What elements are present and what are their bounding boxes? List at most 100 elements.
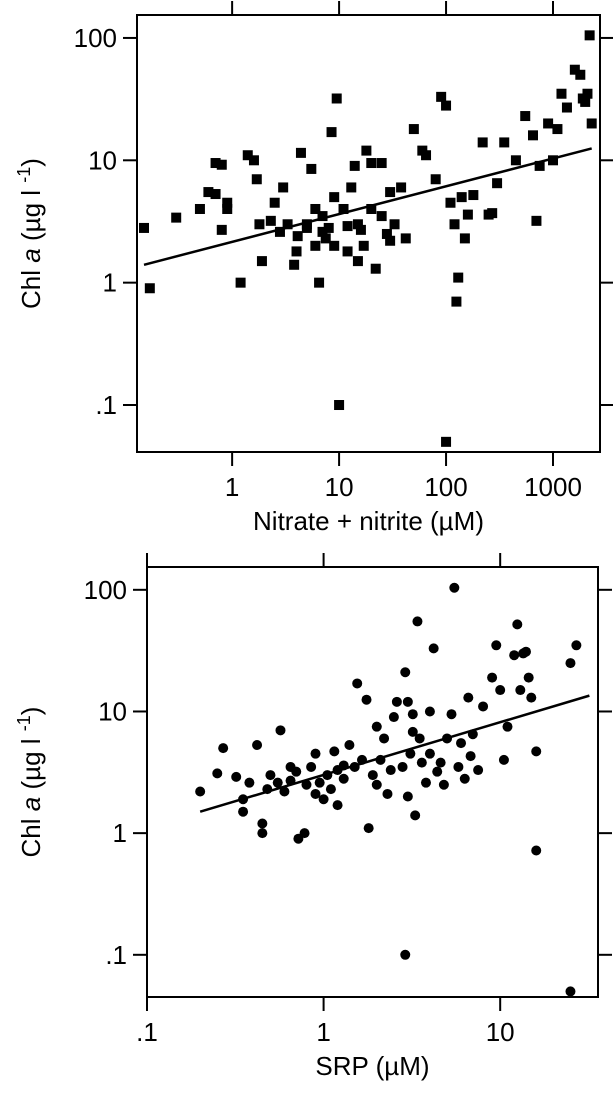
point: [534, 160, 545, 171]
point: [325, 784, 336, 795]
y-tick-label: 1: [113, 818, 127, 848]
point: [331, 93, 342, 104]
point: [320, 233, 331, 244]
point: [248, 155, 259, 166]
point: [306, 761, 317, 772]
point: [252, 740, 263, 751]
point: [416, 757, 427, 768]
point: [332, 800, 343, 811]
point: [441, 100, 452, 111]
point: [526, 692, 537, 703]
point: [355, 224, 366, 235]
plot-frame: [146, 566, 599, 998]
point: [577, 93, 588, 104]
y-tick-label: 10: [98, 696, 127, 726]
point: [317, 211, 328, 222]
point: [495, 685, 506, 696]
point: [194, 203, 205, 214]
point: [282, 219, 293, 230]
point: [424, 706, 435, 717]
point: [552, 124, 563, 135]
point: [279, 786, 290, 797]
point: [352, 256, 363, 267]
point: [402, 696, 413, 707]
point: [257, 818, 268, 829]
point: [216, 224, 227, 235]
point: [453, 761, 464, 772]
point: [329, 192, 340, 203]
point: [478, 701, 489, 712]
plot-frame: [136, 14, 601, 453]
point: [317, 226, 328, 237]
point: [349, 160, 360, 171]
point: [310, 748, 321, 759]
y-axis-label-part: Chl: [16, 263, 46, 309]
point: [361, 694, 372, 705]
point: [491, 640, 502, 651]
point: [520, 111, 531, 122]
point: [381, 228, 392, 239]
point: [210, 189, 221, 200]
point: [301, 219, 312, 230]
point: [446, 709, 457, 720]
point: [487, 672, 498, 683]
point: [361, 145, 372, 156]
point: [366, 203, 377, 214]
point: [257, 828, 268, 839]
y-tick-label: 100: [84, 575, 127, 605]
point: [487, 208, 498, 219]
point: [195, 786, 206, 797]
point: [462, 209, 473, 220]
point: [346, 182, 357, 193]
point: [357, 754, 368, 765]
point: [396, 182, 407, 193]
point: [376, 211, 387, 222]
point: [556, 88, 567, 99]
point: [265, 770, 276, 781]
point: [451, 296, 462, 307]
point: [235, 277, 246, 288]
point: [421, 150, 432, 161]
point: [244, 777, 255, 788]
point: [420, 777, 431, 788]
point: [435, 757, 446, 768]
point: [515, 685, 526, 696]
point: [561, 102, 572, 113]
point: [412, 616, 423, 627]
point: [502, 721, 513, 732]
point: [571, 640, 582, 651]
x-tick-label: 10: [486, 1017, 515, 1047]
y-tick-label: .1: [105, 940, 127, 970]
x-tick-label: .1: [136, 1017, 158, 1047]
y-tick-label: 10: [88, 145, 117, 175]
point: [397, 761, 408, 772]
y-tick-label: 100: [74, 23, 117, 53]
y-axis-label-part: a: [16, 797, 46, 811]
y-axis-label-part: -1: [14, 715, 34, 731]
point: [584, 30, 595, 41]
point: [344, 740, 355, 751]
point: [323, 222, 334, 233]
point: [352, 678, 363, 689]
y-axis-label-part: Chl: [16, 811, 46, 857]
point: [531, 215, 542, 226]
point: [301, 779, 312, 790]
point: [509, 650, 520, 661]
point: [291, 766, 302, 777]
point: [520, 646, 531, 657]
x-tick-label: 100: [424, 472, 467, 502]
point: [363, 823, 374, 834]
point: [565, 658, 576, 669]
point: [349, 761, 360, 772]
point: [370, 263, 381, 274]
point: [269, 197, 280, 208]
point: [310, 788, 321, 799]
point: [465, 751, 476, 762]
point: [438, 779, 449, 790]
point: [459, 233, 470, 244]
point: [586, 118, 597, 129]
point: [285, 775, 296, 786]
point: [400, 667, 411, 678]
point: [306, 163, 317, 174]
y-axis-label-part: -1: [14, 167, 34, 183]
